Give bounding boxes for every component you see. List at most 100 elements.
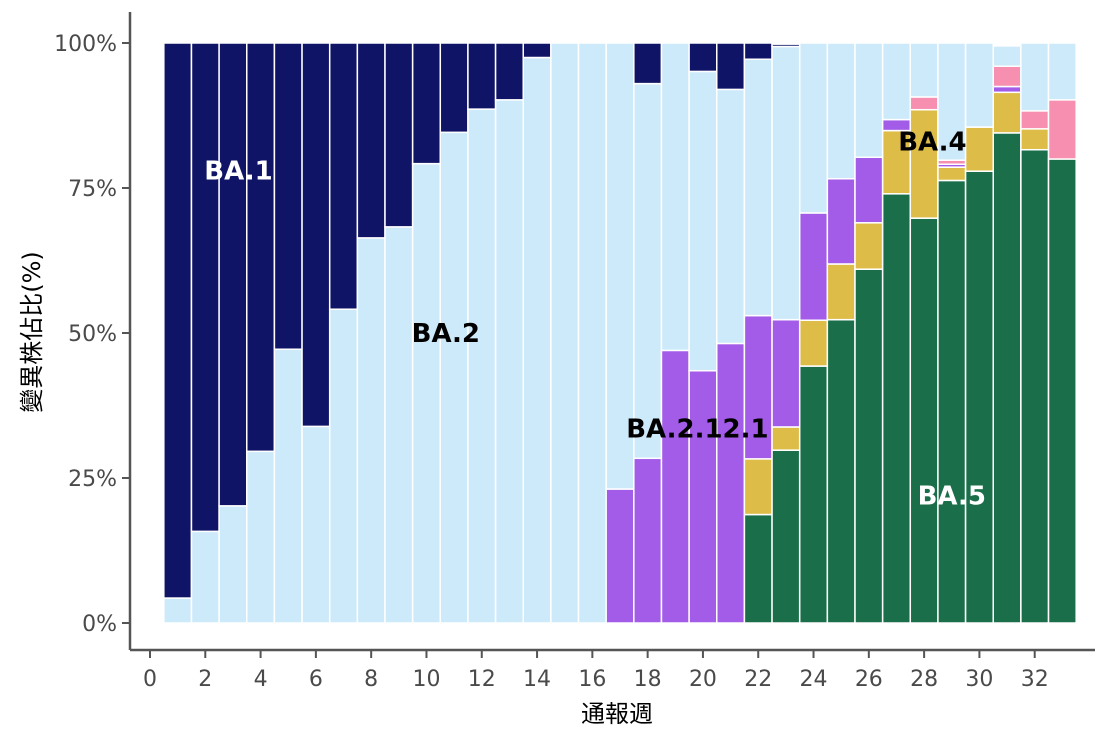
x-tick-label: 10 bbox=[412, 667, 440, 692]
bar-segment-other-week-33 bbox=[1047, 99, 1077, 160]
bars-layer bbox=[163, 42, 1077, 624]
bar-segment-ba2-week-6 bbox=[301, 425, 331, 624]
bar-segment-ba5-week-23 bbox=[771, 449, 801, 624]
bar-segment-ba1-week-20 bbox=[688, 42, 718, 73]
bar-segment-other-week-31 bbox=[992, 65, 1022, 88]
bar-segment-ba2121-week-24 bbox=[798, 212, 829, 321]
x-tick-label: 20 bbox=[689, 667, 717, 692]
bar-segment-ba2121-week-20 bbox=[688, 369, 718, 624]
bar-segment-ba4-week-23 bbox=[771, 426, 801, 451]
y-tick-label: 100% bbox=[54, 32, 117, 57]
bar-segment-ba1-week-22 bbox=[743, 42, 773, 60]
bar-segment-ba1-week-7 bbox=[328, 42, 359, 310]
bar-segment-ba1-week-5 bbox=[273, 42, 303, 350]
bar-segment-ba2121-week-21 bbox=[716, 342, 746, 624]
variant-label: BA.2 bbox=[412, 319, 480, 349]
bar-segment-ba1-week-8 bbox=[356, 42, 386, 239]
x-tick-label: 16 bbox=[578, 667, 606, 692]
bar-segment-ba1-week-18 bbox=[633, 42, 663, 85]
axes-layer: 0%25%50%75%100%0 2 4 6 8 10 12 14 16 18 20 22 24 26 28… bbox=[54, 12, 1095, 692]
x-tick-label: 24 bbox=[800, 667, 828, 692]
bar-segment-ba1-week-1 bbox=[163, 42, 193, 599]
bar-segment-ba5-week-28 bbox=[909, 217, 939, 624]
bar-segment-ba2-week-26 bbox=[854, 42, 884, 159]
y-tick-label: 50% bbox=[68, 322, 117, 347]
bar-segment-ba2-week-2 bbox=[190, 530, 220, 624]
bar-segment-ba2-week-21 bbox=[716, 88, 746, 345]
bar-segment-other-week-28 bbox=[909, 96, 939, 111]
bar-segment-ba5-week-22 bbox=[743, 513, 773, 624]
bar-segment-ba2-week-15 bbox=[550, 42, 580, 624]
bar-segment-ba5-week-26 bbox=[854, 268, 884, 624]
bar-segment-ba2-week-31 bbox=[992, 45, 1022, 67]
bar-segment-ba2121-week-17 bbox=[605, 488, 635, 624]
x-tick-label: 6 bbox=[309, 667, 323, 692]
bar-segment-ba4-week-26 bbox=[854, 222, 884, 270]
x-tick-label: 18 bbox=[634, 667, 662, 692]
variant-label: BA.5 bbox=[918, 481, 986, 511]
x-axis-title: 通報週 bbox=[581, 700, 653, 728]
bar-segment-ba2-week-22 bbox=[743, 58, 773, 317]
bar-segment-ba1-week-12 bbox=[467, 42, 497, 110]
variant-label: BA.2.12.1 bbox=[626, 415, 768, 445]
bar-segment-ba2121-week-18 bbox=[633, 457, 663, 624]
bar-segment-ba1-week-3 bbox=[218, 42, 248, 507]
bar-segment-ba4-week-29 bbox=[937, 166, 967, 182]
bar-segment-ba2-week-23 bbox=[771, 45, 801, 321]
x-tick-label: 2 bbox=[198, 667, 212, 692]
bar-segment-ba5-week-33 bbox=[1047, 158, 1077, 624]
bar-segment-ba1-week-21 bbox=[716, 42, 746, 91]
x-tick-label: 26 bbox=[855, 667, 883, 692]
variant-label: BA.4 bbox=[898, 128, 966, 158]
bar-segment-ba5-week-27 bbox=[881, 193, 912, 624]
x-tick-label: 30 bbox=[965, 667, 993, 692]
bar-segment-ba5-week-32 bbox=[1020, 148, 1050, 624]
bar-segment-ba2-week-18 bbox=[633, 82, 663, 460]
bar-segment-ba2-week-7 bbox=[328, 308, 359, 624]
bar-segment-ba2-week-24 bbox=[798, 42, 829, 214]
bar-segment-ba2121-week-31 bbox=[992, 85, 1022, 94]
bar-segment-ba2-week-28 bbox=[909, 42, 939, 98]
bar-segment-ba5-week-29 bbox=[937, 179, 967, 624]
bar-segment-ba2121-week-23 bbox=[771, 318, 801, 428]
bar-segment-ba4-week-27 bbox=[881, 129, 912, 195]
bar-segment-ba4-week-31 bbox=[992, 91, 1022, 134]
x-tick-label: 28 bbox=[910, 667, 938, 692]
bar-segment-ba4-week-22 bbox=[743, 458, 773, 516]
bar-segment-ba4-week-30 bbox=[964, 126, 994, 172]
bar-segment-ba2-week-32 bbox=[1020, 42, 1050, 112]
x-tick-label: 0 bbox=[143, 667, 157, 692]
bar-segment-ba2121-week-19 bbox=[660, 349, 690, 624]
bar-segment-ba2-week-33 bbox=[1047, 42, 1077, 101]
bar-segment-ba2-week-8 bbox=[356, 237, 386, 624]
bar-segment-ba2-week-17 bbox=[605, 42, 635, 490]
bar-segment-ba5-week-31 bbox=[992, 132, 1022, 624]
annotations-layer: BA.1 BA.2 BA.2.12.1 BA.4 BA.5 bbox=[204, 128, 986, 512]
y-axis-title: 變異株佔比(%) bbox=[18, 251, 46, 413]
bar-segment-ba2-week-9 bbox=[384, 226, 414, 624]
bar-segment-ba1-week-6 bbox=[301, 42, 331, 428]
bar-segment-ba1-week-23 bbox=[771, 43, 801, 48]
x-tick-label: 8 bbox=[364, 667, 378, 692]
y-tick-label: 75% bbox=[68, 177, 117, 202]
bar-segment-ba1-week-4 bbox=[246, 42, 276, 453]
bar-segment-ba2-week-5 bbox=[273, 348, 303, 624]
bar-segment-ba1-week-10 bbox=[411, 42, 442, 165]
bar-segment-ba4-week-32 bbox=[1020, 128, 1050, 151]
bar-segment-ba2-week-27 bbox=[881, 42, 912, 121]
bar-segment-ba2-week-13 bbox=[494, 99, 524, 624]
bar-segment-ba2-week-30 bbox=[964, 42, 994, 128]
bar-segment-ba2-week-20 bbox=[688, 70, 718, 372]
bar-segment-ba2121-week-25 bbox=[826, 177, 856, 265]
bar-segment-ba5-week-30 bbox=[964, 170, 994, 624]
bar-segment-ba2-week-12 bbox=[467, 108, 497, 624]
bar-segment-ba2-week-25 bbox=[826, 42, 856, 180]
bar-segment-ba4-week-28 bbox=[909, 108, 939, 219]
bar-segment-ba1-week-14 bbox=[522, 42, 552, 59]
bar-segment-ba2-week-11 bbox=[439, 131, 469, 624]
bar-segment-ba2-week-29 bbox=[937, 42, 967, 161]
bar-segment-ba2-week-19 bbox=[660, 42, 690, 352]
bar-segment-ba2-week-10 bbox=[411, 162, 442, 624]
